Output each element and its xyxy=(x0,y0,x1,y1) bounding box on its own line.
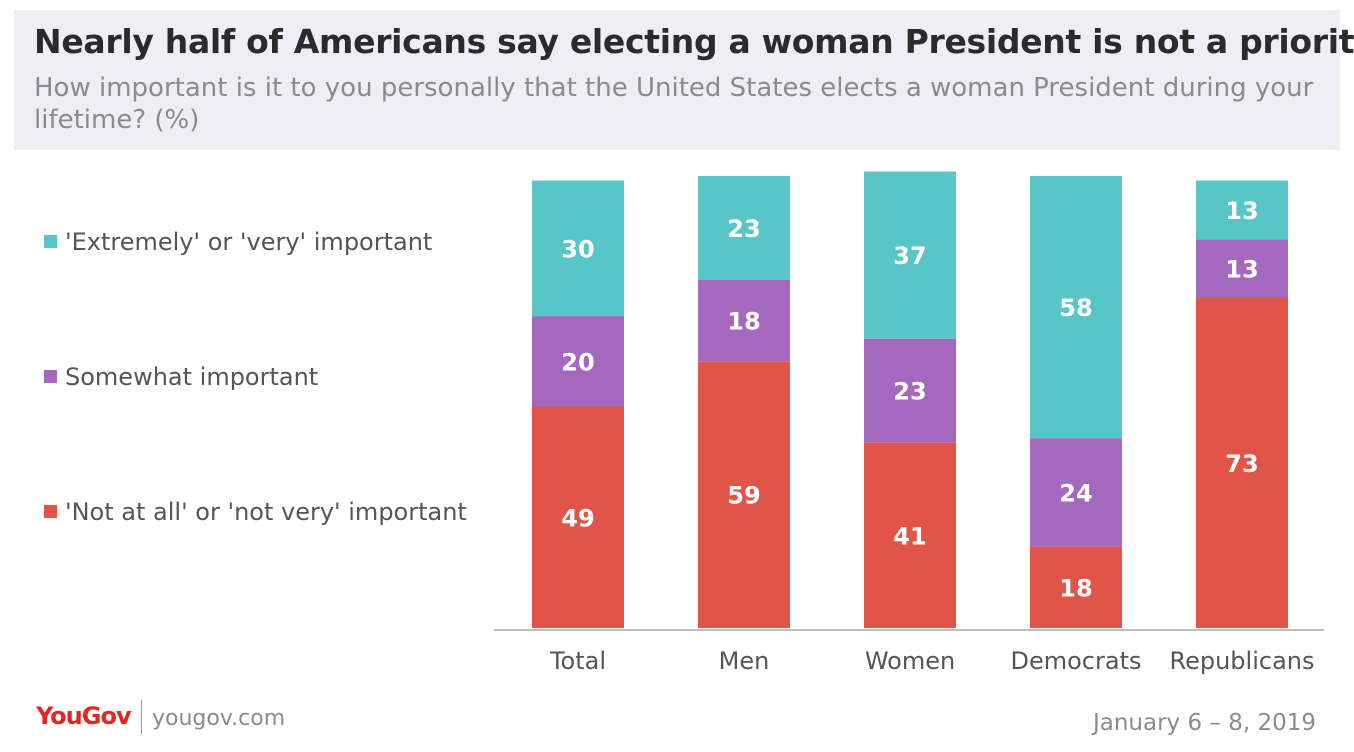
legend-label: Somewhat important xyxy=(65,363,319,391)
yougov-logo: YouGov xyxy=(36,702,132,730)
legend-swatch-teal xyxy=(44,234,57,248)
bar-segment xyxy=(532,406,624,628)
data-label: 18 xyxy=(1059,574,1092,602)
legend-swatch-red xyxy=(44,504,57,518)
legend-label: 'Not at all' or 'not very' important xyxy=(65,498,467,526)
category-label: Total xyxy=(549,647,606,675)
bar-segment xyxy=(532,316,624,407)
legend-item-not-at-all: 'Not at all' or 'not very' important xyxy=(44,498,467,526)
chart-subtitle: How important is it to you personally th… xyxy=(34,73,1314,135)
header-panel: Nearly half of Americans say electing a … xyxy=(14,10,1354,150)
bar-segment xyxy=(1196,298,1288,628)
data-label: 37 xyxy=(893,242,926,270)
bar-segment xyxy=(698,279,790,362)
data-label: 59 xyxy=(727,482,760,510)
data-label: 30 xyxy=(561,235,594,263)
data-label: 13 xyxy=(1225,256,1258,284)
legend-swatch-purple xyxy=(44,369,57,383)
data-label: 49 xyxy=(561,504,594,532)
category-label: Democrats xyxy=(1011,647,1142,675)
chart-title: Nearly half of Americans say electing a … xyxy=(34,22,1354,61)
category-label: Women xyxy=(865,647,955,675)
bar-segment xyxy=(864,338,956,443)
footer-url[interactable]: yougov.com xyxy=(152,706,286,731)
bar-segment xyxy=(1030,546,1122,628)
data-label: 20 xyxy=(561,348,594,376)
bar-segment xyxy=(864,171,956,339)
data-label: 24 xyxy=(1059,479,1092,507)
legend-item-somewhat: Somewhat important xyxy=(44,363,318,391)
footer-divider xyxy=(141,700,142,734)
bar-segment xyxy=(1030,438,1122,547)
data-label: 23 xyxy=(727,215,760,243)
data-label: 58 xyxy=(1059,294,1092,322)
legend-item-extremely-very: 'Extremely' or 'very' important xyxy=(44,228,432,256)
data-label: 13 xyxy=(1225,197,1258,225)
category-label: Men xyxy=(719,647,770,675)
category-label: Republicans xyxy=(1170,647,1315,675)
legend-label: 'Extremely' or 'very' important xyxy=(65,228,433,256)
bar-segment xyxy=(698,361,790,628)
bar-segment xyxy=(1030,176,1122,439)
bar-segment xyxy=(864,442,956,628)
bar-segment xyxy=(698,176,790,280)
bar-segment xyxy=(1196,239,1288,299)
data-label: 41 xyxy=(893,522,926,550)
data-label: 23 xyxy=(893,378,926,406)
bar-segment xyxy=(1196,180,1288,240)
bar-segment xyxy=(532,180,624,317)
survey-date: January 6 – 8, 2019 xyxy=(1092,710,1316,736)
data-label: 73 xyxy=(1225,450,1258,478)
data-label: 18 xyxy=(727,308,760,336)
